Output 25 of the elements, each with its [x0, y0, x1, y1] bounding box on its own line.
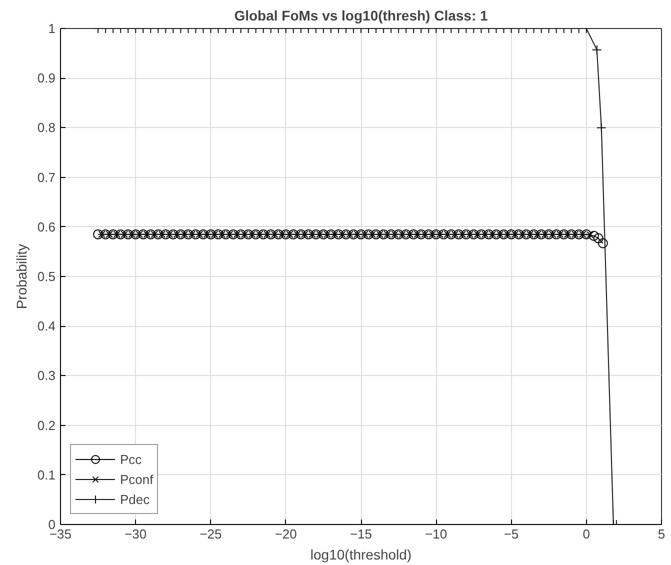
y-tick-label: 0.6 — [37, 219, 56, 234]
x-tick-label: −5 — [504, 526, 519, 542]
x-axis-title: log10(threshold) — [310, 546, 412, 562]
y-tick-label: 0.8 — [37, 120, 56, 136]
x-tick-label: −20 — [274, 526, 297, 542]
legend-label: Pdec — [120, 492, 150, 506]
y-tick-label: 0.3 — [37, 368, 56, 384]
y-tick-label: 0.9 — [37, 70, 56, 86]
x-tick-label: −30 — [124, 526, 147, 542]
x-tick-label: −10 — [425, 526, 448, 542]
x-tick-label: 5 — [658, 526, 666, 542]
x-tick-label: 0 — [582, 526, 590, 542]
y-tick-label: 1 — [48, 21, 56, 36]
y-tick-label: 0.2 — [37, 418, 56, 433]
x-tick-label: −15 — [350, 526, 372, 542]
y-tick-label: 0.5 — [37, 269, 56, 284]
y-tick-label: 0.4 — [37, 318, 56, 334]
y-tick-label: 0.1 — [37, 467, 56, 482]
y-tick-label: 0 — [48, 517, 56, 532]
legend-label: Pconf — [120, 472, 154, 486]
chart-title: Global FoMs vs log10(thresh) Class: 1 — [234, 8, 488, 24]
legend-label: Pcc — [120, 452, 142, 466]
x-tick-label: −25 — [200, 526, 222, 542]
y-axis-title: Probability — [13, 244, 30, 310]
y-tick-label: 0.7 — [37, 170, 56, 185]
